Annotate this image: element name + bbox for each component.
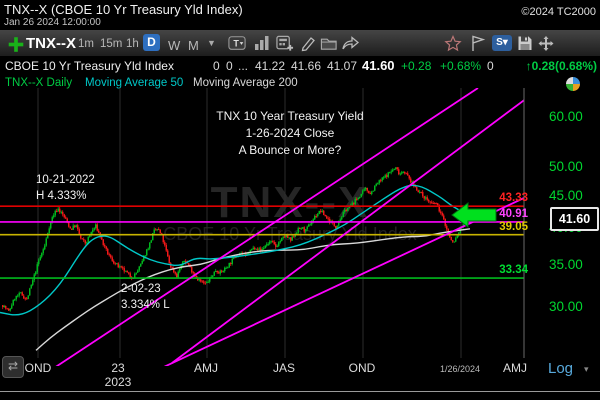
quote-extra: 0 bbox=[487, 59, 494, 73]
timeframe-daily-selected[interactable]: D bbox=[143, 34, 160, 51]
y-tick-label: 30.00 bbox=[549, 298, 583, 314]
folder-icon[interactable] bbox=[320, 35, 338, 52]
quote-field-1: 0 bbox=[213, 59, 220, 73]
copyright-label: ©2024 TC2000 bbox=[521, 6, 596, 18]
chart-datetime: Jan 26 2024 12:00:00 bbox=[4, 17, 101, 28]
title-bar: TNX--X (CBOE 10 Yr Treasury Yld Index) J… bbox=[0, 0, 600, 30]
annotation-high-date: 10-21-2022 bbox=[36, 174, 95, 186]
annotation-center-line2: 1-26-2024 Close bbox=[245, 126, 335, 140]
quote-low: 41.07 bbox=[327, 59, 358, 73]
log-scale-caret[interactable]: ▾ bbox=[584, 364, 589, 374]
x-axis-date-label: 1/26/2024 bbox=[439, 364, 481, 374]
annotation-center-line3: A Bounce or More? bbox=[238, 143, 342, 157]
legend-bar: TNX--X Daily Moving Average 50 Moving Av… bbox=[0, 76, 600, 92]
x-axis-label: AMJ bbox=[194, 361, 218, 375]
annotation-high: 10-21-2022 H 4.333% bbox=[36, 172, 95, 204]
level-label: 39.05 bbox=[499, 220, 528, 233]
level-label: 43.33 bbox=[499, 192, 528, 205]
annotation-low-date: 2-02-23 bbox=[121, 283, 161, 295]
quote-change-pct: +0.68% bbox=[440, 59, 482, 73]
timeframe-1m[interactable]: 1m bbox=[78, 38, 94, 50]
legend-ma50[interactable]: Moving Average 50 bbox=[85, 77, 184, 89]
chart-type-icon[interactable]: T bbox=[228, 35, 246, 52]
toolbar: TNX--X 1m 15m 1h D W M ▼ T bbox=[0, 30, 600, 57]
candlestick-chart[interactable] bbox=[0, 88, 600, 392]
level-label: 33.34 bbox=[499, 264, 528, 277]
add-symbol-icon[interactable] bbox=[7, 36, 25, 53]
quote-field-2: 0 bbox=[226, 59, 233, 73]
timeframe-dropdown-caret[interactable]: ▼ bbox=[207, 38, 216, 48]
y-tick-label: 35.00 bbox=[549, 256, 583, 272]
timeframe-weekly[interactable]: W bbox=[168, 38, 181, 53]
quote-net-change: ↑0.28(0.68%) bbox=[525, 59, 597, 73]
annotation-center: TNX 10 Year Treasury Yield 1-26-2024 Clo… bbox=[170, 108, 410, 159]
y-tick-label: 50.00 bbox=[549, 158, 583, 174]
legend-ma200[interactable]: Moving Average 200 bbox=[193, 77, 298, 89]
y-tick-label: 45.00 bbox=[549, 187, 583, 203]
timeframe-1h[interactable]: 1h bbox=[126, 38, 139, 50]
pencil-icon[interactable] bbox=[299, 35, 317, 52]
annotation-center-line1: TNX 10 Year Treasury Yield bbox=[216, 109, 364, 123]
strategy-icon[interactable]: S▾ bbox=[492, 35, 512, 51]
legend-price-series[interactable]: TNX--X Daily bbox=[5, 77, 73, 89]
horizontal-scale-icon[interactable]: ⇄ bbox=[2, 356, 24, 378]
x-axis-label: OND bbox=[348, 361, 376, 375]
star-icon[interactable] bbox=[444, 35, 462, 52]
volume-bars-icon[interactable] bbox=[253, 35, 271, 52]
quote-bar: CBOE 10 Yr Treasury Yld Index 0 0 ... 41… bbox=[0, 56, 600, 76]
x-axis-label: AMJ bbox=[503, 361, 527, 375]
level-label: 40.91 bbox=[499, 207, 528, 220]
quote-open: 41.22 bbox=[255, 59, 286, 73]
conditions-pie-icon[interactable] bbox=[566, 77, 580, 91]
timeframe-monthly[interactable]: M bbox=[188, 38, 199, 53]
annotation-high-value: H 4.333% bbox=[36, 190, 87, 202]
log-scale-button[interactable]: Log bbox=[548, 360, 574, 377]
symbol-label[interactable]: TNX--X bbox=[26, 35, 76, 52]
up-arrow-icon: ↑ bbox=[525, 59, 532, 73]
annotation-low-value: 3.334% L bbox=[121, 299, 170, 311]
x-axis-label: 23 2023 bbox=[104, 361, 132, 389]
flag-icon[interactable] bbox=[469, 35, 487, 52]
quote-dots: ... bbox=[238, 59, 249, 73]
quote-high: 41.66 bbox=[291, 59, 322, 73]
x-axis-label: OND bbox=[24, 361, 52, 375]
window-title: TNX--X (CBOE 10 Yr Treasury Yld Index) bbox=[4, 2, 243, 17]
timeframe-15m[interactable]: 15m bbox=[100, 38, 123, 50]
annotation-low: 2-02-23 3.334% L bbox=[121, 281, 170, 313]
last-price-box: 41.60 bbox=[550, 207, 599, 231]
svg-text:T: T bbox=[233, 39, 239, 49]
quote-symbol-name: CBOE 10 Yr Treasury Yld Index bbox=[5, 59, 174, 73]
x-axis-label: JAS bbox=[272, 361, 296, 375]
y-tick-label: 60.00 bbox=[549, 109, 583, 124]
quote-change: +0.28 bbox=[401, 59, 432, 73]
calculator-add-icon[interactable] bbox=[276, 35, 294, 52]
quote-last: 41.60 bbox=[362, 58, 395, 73]
share-arrow-icon[interactable] bbox=[341, 35, 359, 52]
bottom-border bbox=[0, 391, 600, 392]
x-axis-year-label: 2023 bbox=[104, 375, 132, 389]
chart-area[interactable]: TNX--X CBOE 10 Yr Treasury Yld Index TNX… bbox=[0, 88, 600, 392]
save-icon[interactable] bbox=[516, 35, 534, 52]
move-icon[interactable] bbox=[537, 35, 555, 52]
